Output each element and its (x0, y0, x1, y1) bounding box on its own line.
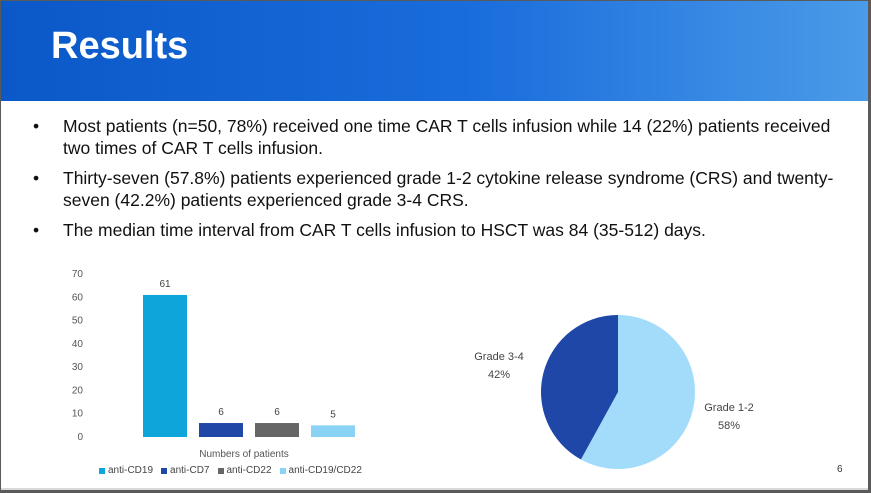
bar-chart-legend: anti-CD19 anti-CD7 anti-CD22 anti-CD19/CD22 (99, 465, 362, 476)
y-tick-label: 20 (72, 385, 84, 396)
bullet-item: • The median time interval from CAR T ce… (29, 219, 859, 241)
legend-label: anti-CD19 (108, 465, 154, 476)
bullet-item: • Most patients (n=50, 78%) received one… (29, 115, 859, 159)
bar-data-label: 6 (274, 407, 280, 418)
legend-swatch (99, 467, 105, 474)
legend-label: anti-CD7 (170, 465, 210, 476)
bar-anti-cd19 (143, 294, 187, 437)
y-tick-label: 30 (72, 362, 84, 373)
legend-label: anti-CD19/CD22 (288, 465, 362, 476)
pie-label: Grade 1-2 (704, 402, 754, 414)
legend-item: anti-CD19/CD22 (279, 465, 362, 476)
bullet-text: The median time interval from CAR T cell… (63, 220, 706, 240)
bar-anti-cd19-cd22 (311, 425, 355, 437)
slide-title: Results (51, 25, 189, 67)
bar-anti-cd7 (199, 423, 243, 437)
page-number: 6 (837, 464, 843, 475)
legend-swatch (217, 467, 224, 474)
pie-value-label: 42% (488, 369, 510, 381)
bar-data-label: 5 (330, 409, 336, 420)
pie-value-label: 58% (718, 420, 740, 432)
y-tick-label: 40 (72, 339, 84, 350)
legend-label: anti-CD22 (226, 465, 272, 476)
y-tick-label: 10 (72, 409, 84, 420)
pie-chart: Grade 1-2 58% Grade 3-4 42% (474, 315, 754, 469)
legend-swatch (279, 467, 286, 474)
bar-data-label: 61 (159, 279, 171, 290)
bar-data-label: 6 (218, 407, 224, 418)
y-tick-label: 60 (72, 292, 84, 303)
legend-item: anti-CD7 (161, 465, 210, 476)
y-tick-label: 70 (72, 269, 84, 280)
bar-chart: 70 60 50 40 30 20 10 0 61 6 6 5 Numbers of patients (72, 269, 355, 460)
legend-item: anti-CD22 (217, 465, 272, 476)
legend-item: anti-CD19 (99, 465, 153, 476)
bullet-item: • Thirty-seven (57.8%) patients experien… (29, 167, 859, 211)
pie-label: Grade 3-4 (474, 351, 524, 363)
bullet-text: Thirty-seven (57.8%) patients experience… (63, 168, 834, 210)
y-tick-label: 0 (77, 432, 83, 443)
x-axis-label: Numbers of patients (199, 449, 289, 460)
bottom-rule (1, 488, 868, 490)
y-tick-label: 50 (72, 316, 84, 327)
pie-slice-grade-3-4 (541, 315, 618, 460)
bullet-text: Most patients (n=50, 78%) received one t… (63, 116, 831, 158)
bullet-list: • Most patients (n=50, 78%) received one… (29, 115, 859, 249)
pie-slice-grade-1-2 (580, 315, 695, 469)
bullet-icon: • (33, 168, 40, 188)
bullet-icon: • (33, 220, 40, 240)
header-banner: Results (1, 1, 868, 101)
bullet-icon: • (33, 116, 40, 136)
legend-swatch (161, 467, 168, 474)
bar-anti-cd22 (255, 423, 299, 437)
